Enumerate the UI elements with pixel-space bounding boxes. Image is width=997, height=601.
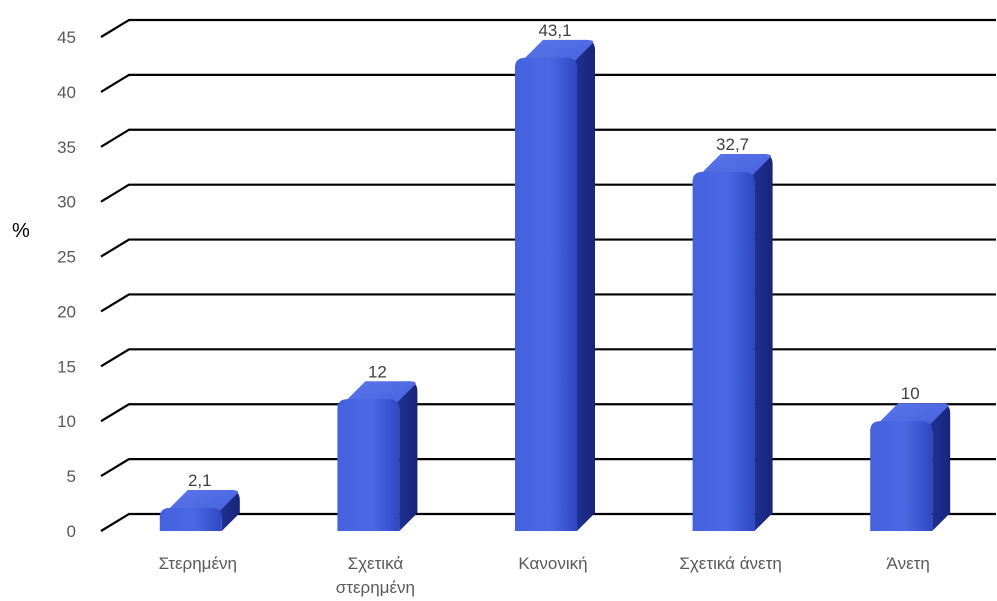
y-tick-label: 10 — [57, 412, 76, 431]
category-label: Σχετικά στερημένη — [336, 554, 415, 597]
category-label: Στερημένη — [159, 554, 237, 573]
data-labels: 2,1 12 43,1 32,7 10 — [188, 21, 920, 490]
category-labels: Στερημένη Σχετικά στερημένη Κανονική Σχετικά… — [159, 554, 930, 597]
grid-line — [100, 128, 996, 148]
category-label: Άνετη — [887, 554, 930, 573]
grid-line — [100, 73, 996, 93]
bar-kanoniki — [515, 39, 595, 531]
bar-front-face — [159, 507, 222, 531]
bar-front-face — [692, 172, 755, 531]
y-tick-label: 20 — [57, 302, 76, 321]
bar-front-face — [870, 421, 933, 531]
data-label: 43,1 — [538, 21, 571, 40]
y-tick-label: 30 — [57, 193, 76, 212]
category-label-line: Άνετη — [887, 554, 930, 573]
y-axis-unit-label: % — [12, 220, 30, 242]
category-label-line: Στερημένη — [159, 554, 237, 573]
bar-side-face — [744, 154, 773, 531]
y-tick-label: 5 — [67, 467, 76, 486]
bar-sxetika-stermeni — [337, 381, 418, 531]
category-label-line: στερημένη — [336, 578, 415, 597]
grid-lines — [100, 18, 996, 532]
bar-side-face — [389, 381, 418, 531]
bar-front-face — [337, 399, 400, 531]
y-axis-tick-labels: 0 5 10 15 20 25 30 35 40 45 — [57, 28, 76, 541]
y-tick-label: 45 — [57, 28, 76, 47]
y-tick-label: 40 — [57, 83, 76, 102]
data-label: 12 — [368, 362, 387, 381]
bar-aneti — [870, 403, 951, 531]
data-label: 2,1 — [188, 471, 212, 490]
y-tick-label: 25 — [57, 248, 76, 267]
bar-side-face — [922, 403, 951, 531]
bar-side-face — [567, 39, 595, 531]
grid-line — [100, 18, 996, 38]
bars — [159, 39, 951, 531]
data-label: 32,7 — [716, 135, 749, 154]
category-label-line: Σχετικά άνετη — [679, 554, 781, 573]
category-label: Κανονική — [518, 554, 587, 573]
y-tick-label: 0 — [67, 522, 76, 541]
bar-sxetika-aneti — [692, 154, 773, 531]
category-label-line: Κανονική — [518, 554, 587, 573]
category-label-line: Σχετικά — [348, 554, 404, 573]
y-tick-label: 15 — [57, 357, 76, 376]
data-label: 10 — [901, 384, 920, 403]
category-label: Σχετικά άνετη — [679, 554, 781, 573]
bar-side-face — [211, 489, 240, 531]
bar-stermeni — [159, 489, 240, 531]
y-tick-label: 35 — [57, 138, 76, 157]
bar-front-face — [515, 57, 577, 531]
